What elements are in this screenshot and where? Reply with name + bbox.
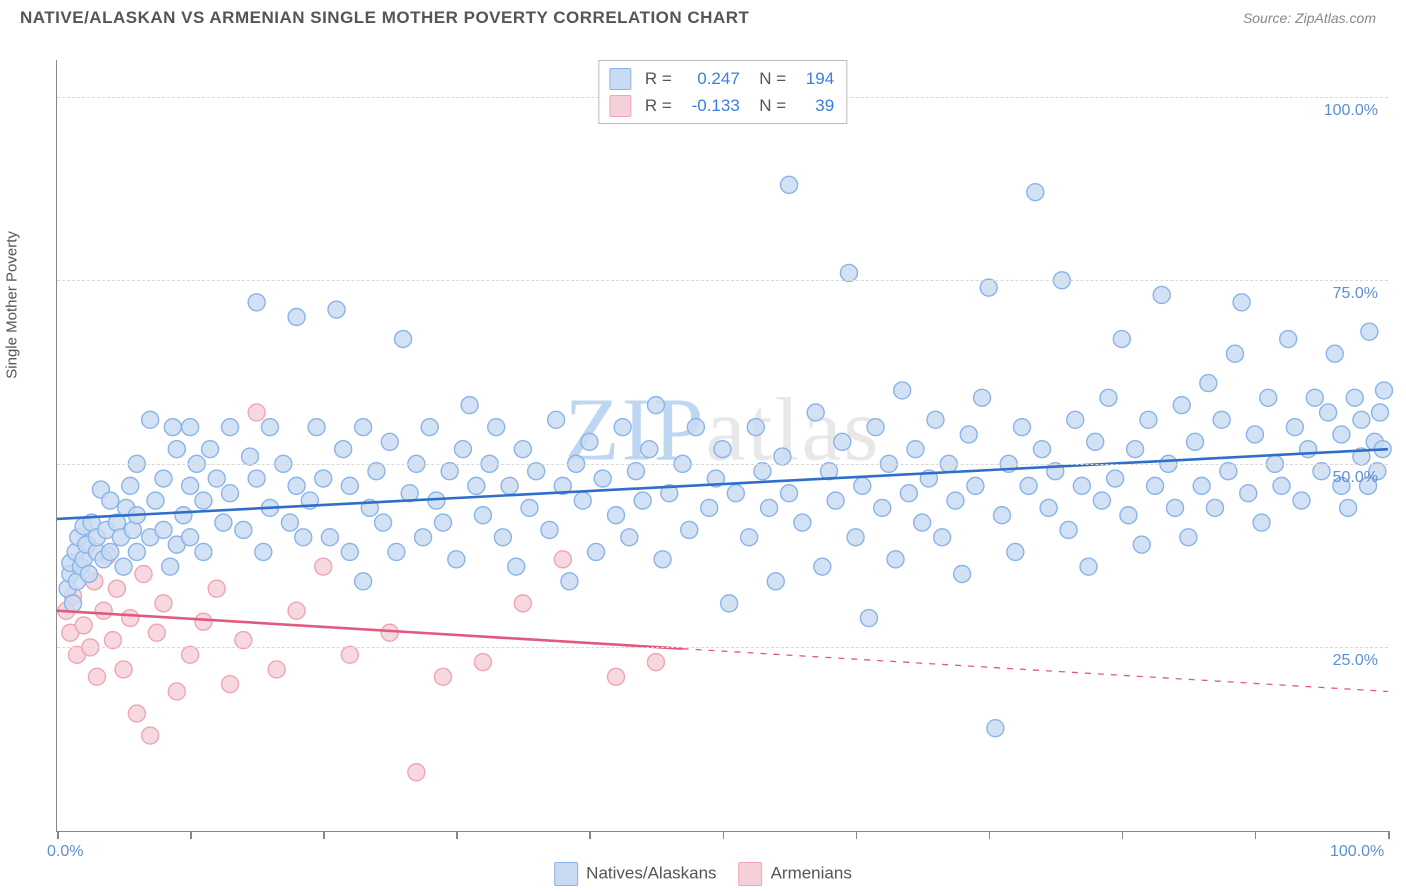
legend-item-0: Natives/Alaskans [554,862,716,886]
xtick [1255,831,1257,839]
xtick-label: 100.0% [1330,843,1384,861]
ytick-label: 75.0% [1333,285,1378,303]
stats-row-1: R =-0.133 N =39 [609,92,834,119]
stats-row-0: R =0.247 N =194 [609,65,834,92]
gridline [57,464,1388,465]
ytick-label: 100.0% [1324,102,1378,120]
plot-region: ZIPatlas R =0.247 N =194 R =-0.133 N =39… [56,60,1388,832]
gridline [57,280,1388,281]
xtick [856,831,858,839]
ytick-label: 50.0% [1333,469,1378,487]
swatch-icon [609,68,631,90]
swatch-icon [609,95,631,117]
y-axis-label: Single Mother Poverty [4,231,21,379]
xtick-label: 0.0% [47,843,83,861]
xtick [1388,831,1390,839]
ytick-label: 25.0% [1333,652,1378,670]
xtick [989,831,991,839]
swatch-icon [554,862,578,886]
swatch-icon [739,862,763,886]
stats-legend: R =0.247 N =194 R =-0.133 N =39 [598,60,847,124]
legend-item-1: Armenians [739,862,852,886]
xtick [190,831,192,839]
source-label: Source: ZipAtlas.com [1243,10,1376,26]
xtick [723,831,725,839]
xtick [456,831,458,839]
xtick [323,831,325,839]
footer-legend: Natives/Alaskans Armenians [554,862,852,886]
xtick [589,831,591,839]
scatter-svg [57,60,1388,831]
chart-title: NATIVE/ALASKAN VS ARMENIAN SINGLE MOTHER… [20,8,749,28]
chart-area: Single Mother Poverty ZIPatlas R =0.247 … [18,38,1388,850]
gridline [57,647,1388,648]
xtick [57,831,59,839]
xtick [1122,831,1124,839]
